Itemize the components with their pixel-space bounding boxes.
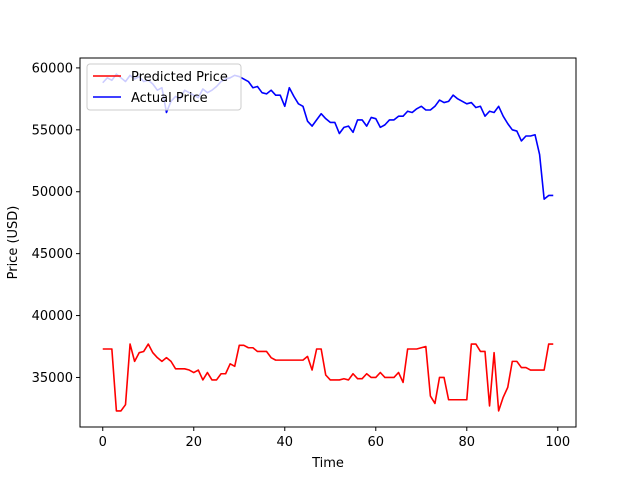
legend-box [86,63,242,111]
y-tick-label: 60000 [32,61,73,76]
legend-label-predicted: Predicted Price [131,70,228,85]
plot-lines [102,73,554,412]
x-tick-label: 100 [545,435,570,450]
x-tick-label: 60 [368,435,385,450]
y-tick-label: 45000 [32,247,73,262]
y-tick-label: 35000 [32,371,73,386]
x-tick-label: 0 [99,435,107,450]
y-axis-label: Price (USD) [6,206,21,280]
x-axis-label: Time [311,456,344,471]
x-tick-label: 20 [185,435,202,450]
x-tick-label: 40 [276,435,293,450]
y-tick-label: 50000 [32,185,73,200]
plot-frame [79,57,577,428]
x-axis-ticks: 0 20 40 60 80 100 [99,427,570,450]
series-line-predicted [102,343,554,412]
y-tick-label: 40000 [32,309,73,324]
y-axis-ticks: 35000 40000 45000 50000 55000 60000 [32,61,80,386]
legend: Predicted Price Actual Price [86,63,242,111]
legend-label-actual: Actual Price [131,91,208,106]
x-tick-label: 80 [459,435,476,450]
y-tick-label: 55000 [32,123,73,138]
